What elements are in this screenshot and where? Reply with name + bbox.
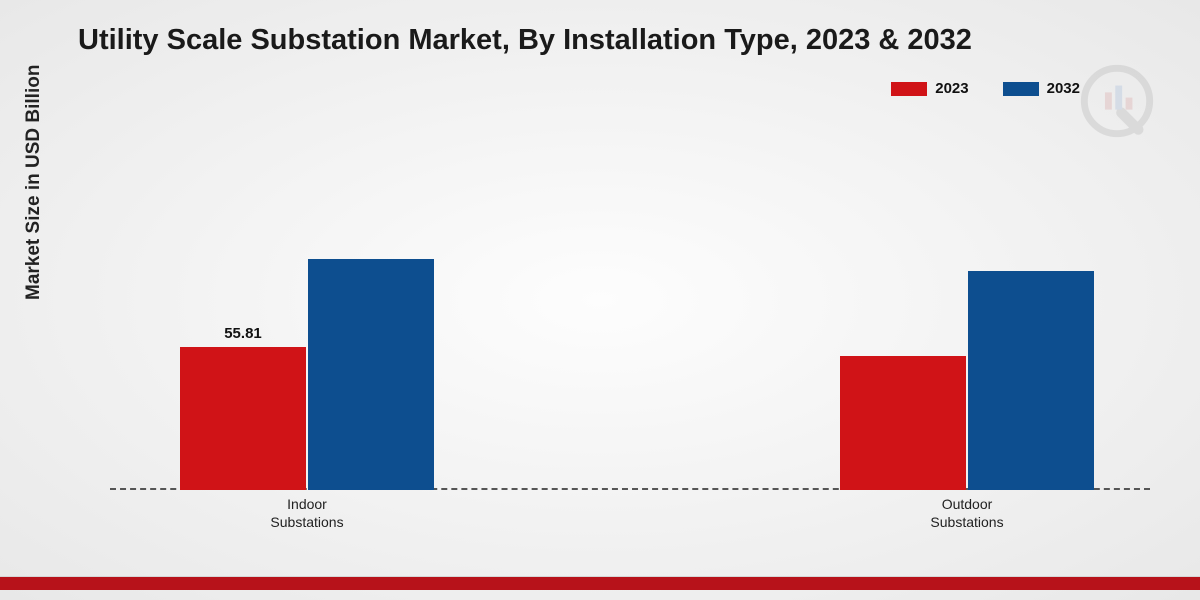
bar-group-indoor: 55.81 Indoor Substations (180, 259, 434, 490)
legend-item-2023: 2023 (891, 80, 968, 97)
bar-outdoor-2023 (840, 356, 966, 490)
legend-label-2032: 2032 (1047, 80, 1080, 97)
plot-area: 55.81 Indoor Substations Outdoor Substat… (110, 130, 1150, 490)
footer-bar (0, 577, 1200, 590)
legend: 2023 2032 (891, 80, 1080, 97)
chart-title: Utility Scale Substation Market, By Inst… (78, 24, 972, 57)
bar-outdoor-2032 (968, 271, 1094, 490)
x-label-indoor: Indoor Substations (270, 496, 343, 531)
legend-swatch-2023 (891, 82, 927, 96)
x-label-outdoor: Outdoor Substations (930, 496, 1003, 531)
bar-label-indoor-2023: 55.81 (180, 325, 306, 342)
bar-group-outdoor: Outdoor Substations (840, 271, 1094, 490)
bar-indoor-2023: 55.81 (180, 347, 306, 491)
legend-label-2023: 2023 (935, 80, 968, 97)
bar-indoor-2032 (308, 259, 434, 490)
y-axis-label: Market Size in USD Billion (23, 65, 45, 300)
legend-item-2032: 2032 (1003, 80, 1080, 97)
legend-swatch-2032 (1003, 82, 1039, 96)
